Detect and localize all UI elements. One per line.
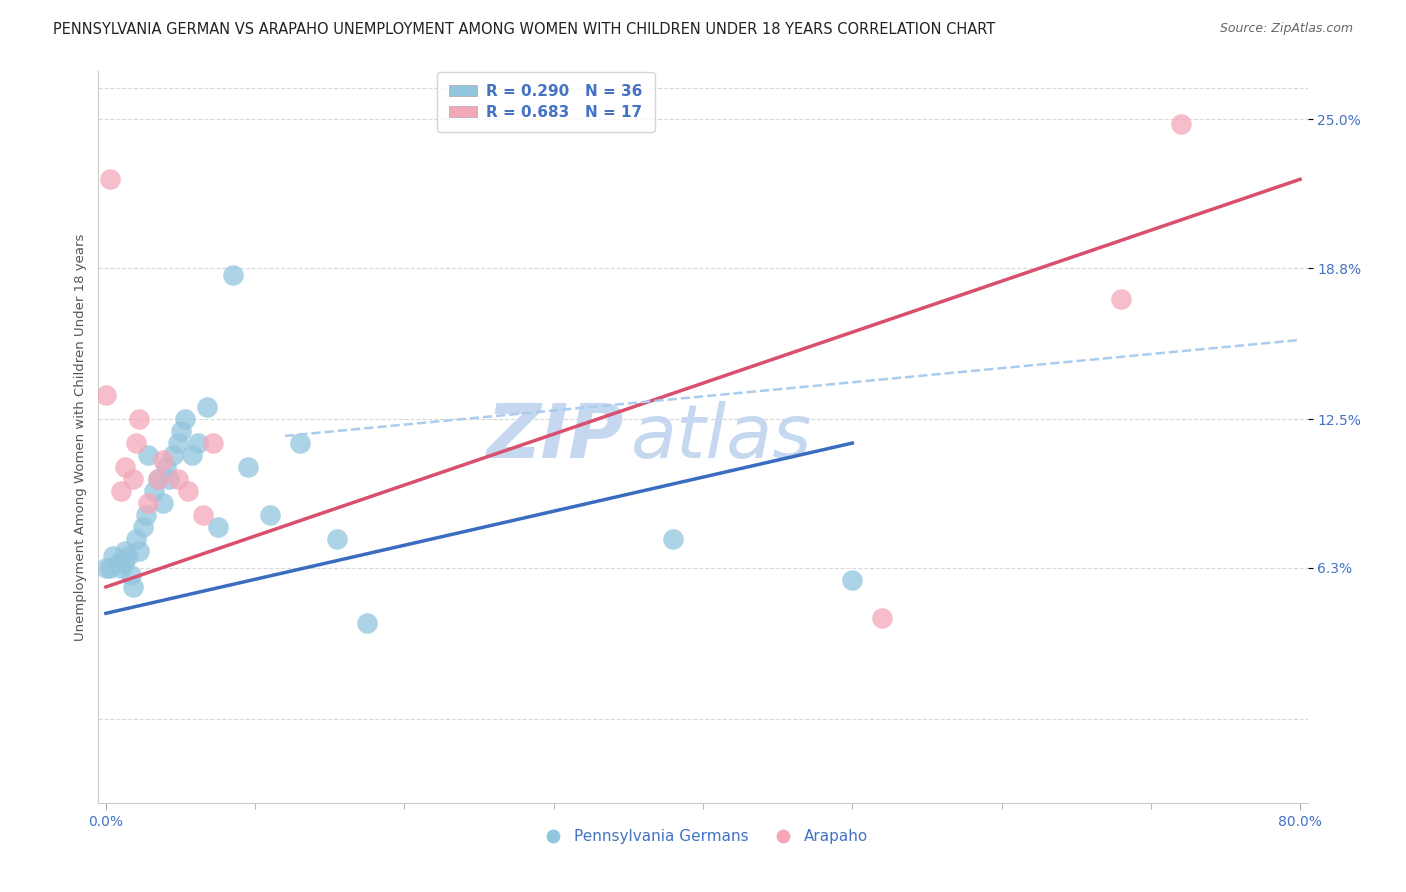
Y-axis label: Unemployment Among Women with Children Under 18 years: Unemployment Among Women with Children U… — [75, 234, 87, 640]
Point — [181, 448, 204, 462]
Point — [662, 532, 685, 546]
Point — [222, 268, 245, 283]
Point — [1170, 117, 1192, 131]
Point — [114, 544, 136, 558]
Point — [177, 483, 200, 498]
Point — [110, 561, 132, 575]
Point — [841, 573, 863, 587]
Point — [132, 520, 155, 534]
Point — [202, 436, 225, 450]
Text: atlas: atlas — [630, 401, 811, 473]
Point — [1109, 292, 1132, 306]
Point — [191, 508, 214, 522]
Point — [207, 520, 229, 534]
Legend: Pennsylvania Germans, Arapaho: Pennsylvania Germans, Arapaho — [531, 822, 875, 850]
Point — [146, 472, 169, 486]
Point — [112, 556, 135, 570]
Point — [114, 460, 136, 475]
Point — [356, 615, 378, 630]
Point — [128, 544, 150, 558]
Point — [259, 508, 281, 522]
Point — [169, 424, 191, 438]
Point — [174, 412, 197, 426]
Text: Source: ZipAtlas.com: Source: ZipAtlas.com — [1219, 22, 1353, 36]
Point — [121, 472, 143, 486]
Point — [136, 496, 159, 510]
Point — [197, 400, 219, 414]
Point — [125, 436, 148, 450]
Point — [157, 472, 180, 486]
Point — [98, 561, 121, 575]
Point — [103, 549, 125, 563]
Point — [125, 532, 148, 546]
Point — [120, 568, 142, 582]
Point — [870, 611, 893, 625]
Text: ZIP: ZIP — [486, 401, 624, 474]
Point — [166, 436, 188, 450]
Point — [94, 561, 117, 575]
Point — [142, 483, 165, 498]
Point — [146, 472, 169, 486]
Text: PENNSYLVANIA GERMAN VS ARAPAHO UNEMPLOYMENT AMONG WOMEN WITH CHILDREN UNDER 18 Y: PENNSYLVANIA GERMAN VS ARAPAHO UNEMPLOYM… — [53, 22, 995, 37]
Point — [155, 460, 177, 475]
Point — [98, 172, 121, 186]
Point — [110, 483, 132, 498]
Point — [121, 580, 143, 594]
Point — [187, 436, 209, 450]
Point — [136, 448, 159, 462]
Point — [166, 472, 188, 486]
Point — [152, 496, 174, 510]
Point — [236, 460, 259, 475]
Point — [288, 436, 311, 450]
Point — [152, 453, 174, 467]
Point — [94, 388, 117, 402]
Point — [107, 556, 129, 570]
Point — [326, 532, 349, 546]
Point — [128, 412, 150, 426]
Point — [162, 448, 184, 462]
Point — [117, 549, 139, 563]
Point — [135, 508, 157, 522]
